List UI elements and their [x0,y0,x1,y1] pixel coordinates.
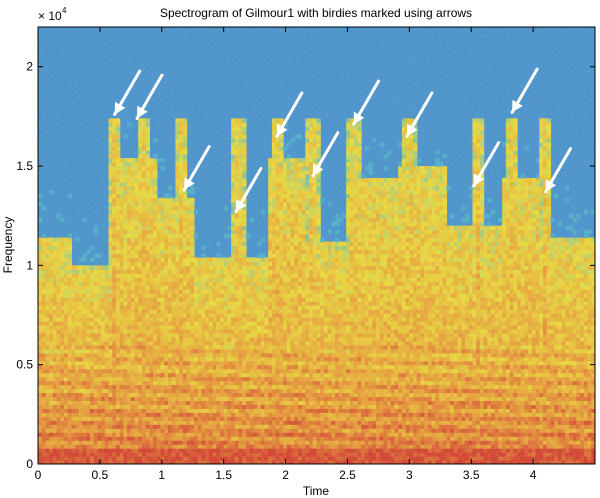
y-exponent-base: × 10 [38,9,62,23]
y-exponent-power: 4 [62,6,67,15]
chart-title: Spectrogram of Gilmour1 with birdies mar… [160,6,472,20]
plot-area [38,27,595,464]
y-axis-exponent: × 10 4 [38,6,67,23]
